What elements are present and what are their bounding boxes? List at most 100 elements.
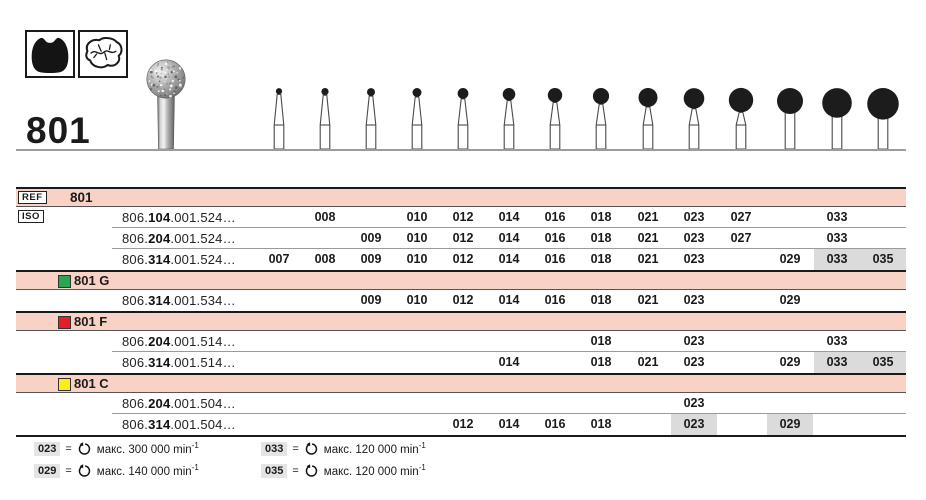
rotation-speed-icon	[305, 464, 317, 477]
size-cell: 023	[671, 414, 717, 435]
size-cell: 029	[779, 355, 801, 369]
size-cell: 007	[268, 252, 290, 266]
size-table: REF 801 ISO 806.104.001.524… 008 010 012 014 016…	[16, 187, 906, 437]
bur-ball-head	[275, 88, 283, 95]
size-cell: 021	[637, 293, 659, 307]
size-cell: 021	[637, 231, 659, 245]
bur-size-silhouettes	[273, 87, 899, 150]
legend-item: 023 = макс. 300 000 min-1	[34, 441, 199, 456]
bur-ball-head	[867, 88, 899, 120]
iso-number: 806.204.001.514…	[122, 333, 236, 349]
variant-section: 801 C 806.204.001.504… 023 806.314.001.504……	[16, 375, 906, 437]
variant-header-band: 801 G	[16, 272, 906, 290]
size-cell: 016	[544, 293, 566, 307]
variant-color-square	[58, 377, 71, 391]
equals-sign: =	[65, 442, 72, 455]
ref-value: 801	[70, 190, 93, 205]
size-cell: 010	[406, 210, 428, 224]
variant-label: 801 C	[74, 376, 109, 391]
bur-shank	[457, 98, 469, 150]
size-cell: 023	[683, 252, 705, 266]
occlusal-surface-icon-drawing	[85, 37, 123, 69]
cavity-prep-icon-drawing	[31, 37, 69, 74]
size-cell: 018	[590, 210, 612, 224]
bur-shank	[642, 106, 654, 150]
row-underline	[112, 413, 906, 414]
bur-ball-head	[412, 88, 422, 97]
size-cell: 023	[683, 293, 705, 307]
iso-row: 806.314.001.514… 014 018 021 023 029 033 035	[16, 352, 906, 373]
size-cell: 029	[767, 414, 813, 435]
size-cell: 029	[779, 293, 801, 307]
variant-section: 801 F 806.204.001.514… 018 023 033 806.314.00…	[16, 313, 906, 375]
size-cell: 023	[683, 355, 705, 369]
legend-size-code: 035	[261, 463, 288, 478]
size-cell: 014	[498, 417, 520, 431]
size-cell: 023	[683, 210, 705, 224]
bur-shank	[411, 96, 423, 150]
size-cell: 035	[860, 352, 906, 373]
size-cell: 014	[498, 210, 520, 224]
bur-shank	[273, 93, 285, 150]
iso-row: 806.204.001.514… 018 023 033	[16, 331, 906, 352]
iso-label-box: ISO	[18, 210, 44, 223]
rotation-speed-icon	[78, 464, 90, 477]
bur-ball-head	[638, 88, 658, 107]
ref-header-band: REF 801	[16, 189, 906, 207]
iso-row: 806.314.001.534… 009 010 012 014 016 018 021 023…	[16, 290, 906, 311]
variant-color-square	[58, 274, 71, 288]
legend-max-speed: макс. 120 000 min-1	[323, 463, 426, 478]
size-cell: 018	[590, 252, 612, 266]
size-cell: 023	[683, 396, 705, 410]
variant-color-square	[58, 315, 71, 329]
size-cell: 021	[637, 252, 659, 266]
legend-size-code: 023	[34, 441, 61, 456]
size-cell: 018	[590, 293, 612, 307]
bur-ball-head	[592, 88, 610, 105]
figure-number: 801	[26, 110, 91, 151]
variant-label: 801 G	[74, 273, 110, 288]
iso-number: 806.314.001.514…	[122, 354, 236, 370]
equals-sign: =	[292, 464, 299, 477]
size-cell: 010	[406, 252, 428, 266]
size-cell: 016	[544, 252, 566, 266]
row-underline	[112, 351, 906, 352]
size-cell: 010	[406, 293, 428, 307]
iso-row: 806.314.001.524… 007 008 009 010 012 014 016 018…	[16, 249, 906, 270]
size-cell: 033	[814, 249, 860, 270]
legend-item: 033 = макс. 120 000 min-1	[261, 441, 426, 456]
size-cell: 012	[452, 210, 474, 224]
size-cell: 014	[498, 252, 520, 266]
size-cell: 012	[452, 293, 474, 307]
size-cell: 012	[452, 231, 474, 245]
size-cell: 014	[498, 231, 520, 245]
size-cell: 027	[730, 210, 752, 224]
variant-section: 801 G 806.314.001.534… 009 010 012 014 016 018 0…	[16, 272, 906, 313]
size-cell: 016	[544, 210, 566, 224]
equals-sign: =	[292, 442, 299, 455]
bur-shank	[688, 108, 700, 150]
variant-label: 801 F	[74, 314, 108, 329]
iso-number: 806.204.001.504…	[122, 395, 236, 411]
iso-row: 806.204.001.524… 009 010 012 014 016 018 021 023…	[16, 228, 906, 249]
size-cell: 021	[637, 355, 659, 369]
bur-shank	[595, 103, 607, 150]
bur-shank	[549, 101, 561, 150]
bur-ball-head	[777, 88, 803, 114]
variant-header-band: 801 F	[16, 313, 906, 331]
size-cell: 029	[779, 252, 801, 266]
size-cell: 018	[590, 334, 612, 348]
size-cell: 008	[314, 252, 336, 266]
size-cell: 010	[406, 231, 428, 245]
legend-item: 035 = макс. 120 000 min-1	[261, 463, 426, 478]
legend-max-speed: макс. 300 000 min-1	[96, 441, 199, 456]
rotation-speed-icon	[305, 442, 317, 455]
iso-row: ISO 806.104.001.524… 008 010 012 014 016 018 021…	[16, 207, 906, 228]
size-cell: 021	[637, 210, 659, 224]
size-cell: 023	[683, 334, 705, 348]
bur-ball-head	[683, 88, 705, 109]
iso-number: 806.204.001.524…	[122, 230, 236, 246]
legend-max-speed: макс. 140 000 min-1	[96, 463, 199, 478]
size-cell: 033	[826, 334, 848, 348]
